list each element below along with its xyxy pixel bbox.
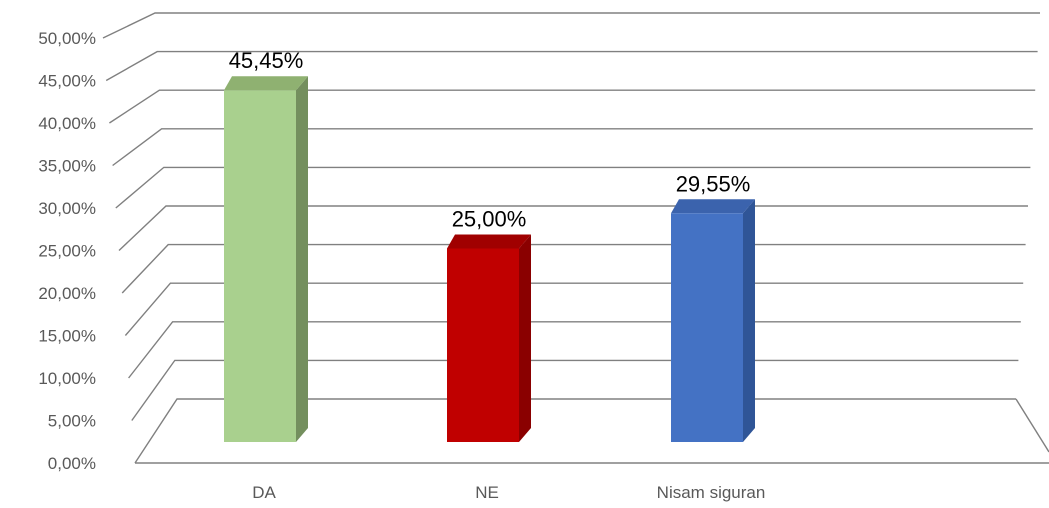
y-tick-label: 30,00% <box>38 199 96 218</box>
data-label: 45,45% <box>229 48 304 73</box>
bar-top <box>671 199 755 214</box>
data-label: 29,55% <box>676 171 751 196</box>
y-tick-label: 25,00% <box>38 242 96 261</box>
y-tick-label: 5,00% <box>48 412 96 431</box>
bar-top <box>447 234 531 249</box>
bar-front <box>447 248 519 442</box>
y-tick-label: 50,00% <box>38 29 96 48</box>
bar-front <box>671 213 743 442</box>
bar-side <box>743 199 755 442</box>
category-label: DA <box>252 483 276 502</box>
bar-top <box>224 76 308 91</box>
y-tick-label: 15,00% <box>38 327 96 346</box>
bar-nisam-siguran: 29,55% <box>671 171 755 442</box>
x-axis-categories: DA NE Nisam siguran <box>252 483 765 502</box>
bar-front <box>224 90 296 442</box>
y-tick-label: 45,00% <box>38 72 96 91</box>
y-tick-label: 40,00% <box>38 114 96 133</box>
bar-side <box>296 76 308 442</box>
y-tick-label: 35,00% <box>38 157 96 176</box>
chart-grid <box>102 12 1049 464</box>
gridline <box>112 128 1033 167</box>
y-tick-label: 0,00% <box>48 454 96 473</box>
bars: 45,45% 25,00% 29,55% <box>224 48 755 442</box>
y-axis-ticks: 0,00% 5,00% 10,00% 15,00% 20,00% 25,00% 30,00%… <box>38 29 96 473</box>
floor-right-edge <box>1015 398 1049 453</box>
bar-side <box>519 234 531 442</box>
y-tick-label: 20,00% <box>38 284 96 303</box>
category-label: NE <box>475 483 499 502</box>
y-tick-label: 10,00% <box>38 369 96 388</box>
gridline <box>105 50 1038 82</box>
category-label: Nisam siguran <box>657 483 766 502</box>
gridline <box>115 166 1031 209</box>
bar-da: 45,45% <box>224 48 308 442</box>
data-label: 25,00% <box>452 207 527 232</box>
bar-ne: 25,00% <box>447 207 531 442</box>
gridline <box>109 89 1036 124</box>
gridline <box>102 12 1040 39</box>
